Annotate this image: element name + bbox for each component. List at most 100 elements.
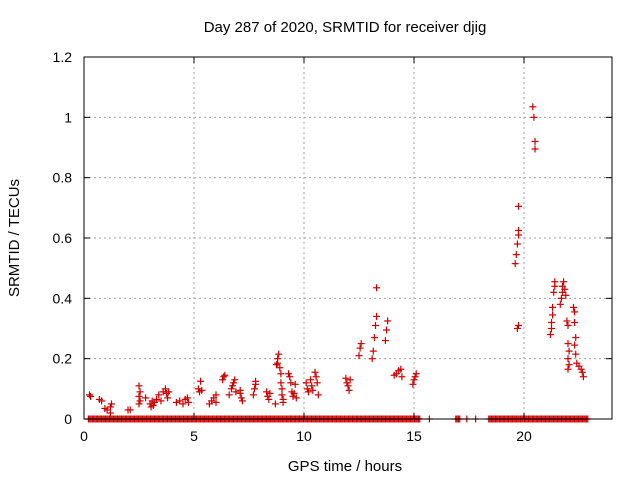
data-point (512, 251, 520, 259)
data-point (183, 394, 191, 402)
data-point (149, 401, 157, 409)
data-point (230, 379, 238, 387)
data-point (531, 137, 539, 145)
ticks-layer: 0 5 10 15 20 0 0.2 0.4 0.6 0.8 1 1.2 (53, 49, 612, 444)
data-point (572, 334, 580, 342)
data-point (410, 376, 418, 384)
data-point (165, 388, 173, 396)
data-point (530, 113, 538, 121)
data-point (157, 397, 165, 405)
data-point (578, 368, 586, 376)
chart-title: Day 287 of 2020, SRMTID for receiver dji… (204, 19, 487, 36)
data-point (271, 400, 279, 408)
data-point (238, 397, 246, 405)
data-point (307, 376, 315, 384)
data-point (237, 394, 245, 402)
data-point (164, 394, 172, 402)
data-point (98, 397, 106, 405)
data-point (515, 202, 522, 210)
data-point (562, 291, 570, 299)
data-point (369, 347, 377, 355)
data-point (565, 347, 573, 355)
data-point (511, 260, 519, 268)
data-point (383, 326, 390, 334)
data-point (135, 382, 143, 390)
data-point (381, 337, 389, 345)
data-point (373, 284, 381, 292)
data-point (106, 403, 114, 411)
x-tick-label: 0 (80, 428, 88, 444)
data-point (409, 380, 417, 388)
data-point (343, 379, 351, 387)
data-point (344, 382, 352, 390)
data-point (219, 376, 227, 384)
data-point (579, 373, 587, 381)
data-point (309, 386, 317, 394)
data-point (571, 308, 579, 316)
data-point (225, 391, 233, 399)
data-point (212, 398, 220, 406)
data-point (277, 370, 285, 378)
y-axis-label: SRMTID / TECUs (6, 179, 23, 297)
data-point (384, 317, 392, 325)
data-point (570, 303, 577, 311)
data-point (231, 376, 239, 384)
data-point (249, 391, 257, 399)
y-tick-label: 0.8 (53, 170, 73, 186)
data-point (368, 355, 376, 363)
data-point (557, 294, 565, 302)
data-point (287, 379, 295, 387)
data-point (290, 389, 298, 397)
data-point (546, 331, 554, 339)
data-point (370, 334, 378, 342)
data-point (373, 312, 381, 320)
grid-layer (84, 57, 612, 419)
data-point (263, 388, 271, 396)
data-point (564, 365, 572, 373)
data-point (108, 400, 115, 408)
data-point (564, 321, 572, 329)
data-point (314, 391, 322, 399)
data-point (136, 397, 144, 405)
data-point (303, 385, 311, 393)
data-point (252, 377, 260, 385)
data-point (227, 385, 235, 393)
y-tick-label: 0.4 (53, 290, 73, 306)
data-point (232, 388, 240, 396)
data-point (572, 350, 580, 358)
data-point (302, 379, 310, 387)
y-tick-label: 0.6 (53, 230, 73, 246)
data-point (277, 379, 285, 387)
data-point (176, 397, 184, 405)
data-point (251, 385, 258, 393)
data-point (292, 394, 300, 402)
data-point (275, 350, 283, 358)
data-point (179, 400, 187, 408)
data-point (278, 385, 286, 393)
y-tick-label: 0.2 (53, 351, 73, 367)
data-point (551, 278, 559, 286)
data-point (560, 278, 568, 286)
data-point (311, 368, 319, 376)
data-point (276, 364, 284, 372)
data-point (291, 380, 299, 388)
data-point (273, 361, 280, 369)
data-point (548, 325, 555, 332)
data-point (397, 365, 405, 373)
data-point (313, 379, 321, 387)
data-point (342, 374, 350, 382)
data-point (197, 377, 205, 385)
data-point (564, 355, 572, 363)
data-point (513, 325, 521, 332)
x-tick-label: 5 (190, 428, 198, 444)
data-point (172, 398, 180, 406)
data-point (285, 370, 293, 378)
data-point (265, 395, 273, 403)
data-point (308, 382, 316, 390)
data-point (346, 376, 354, 384)
data-point (135, 392, 143, 400)
data-point (571, 318, 579, 326)
data-point (87, 392, 95, 400)
